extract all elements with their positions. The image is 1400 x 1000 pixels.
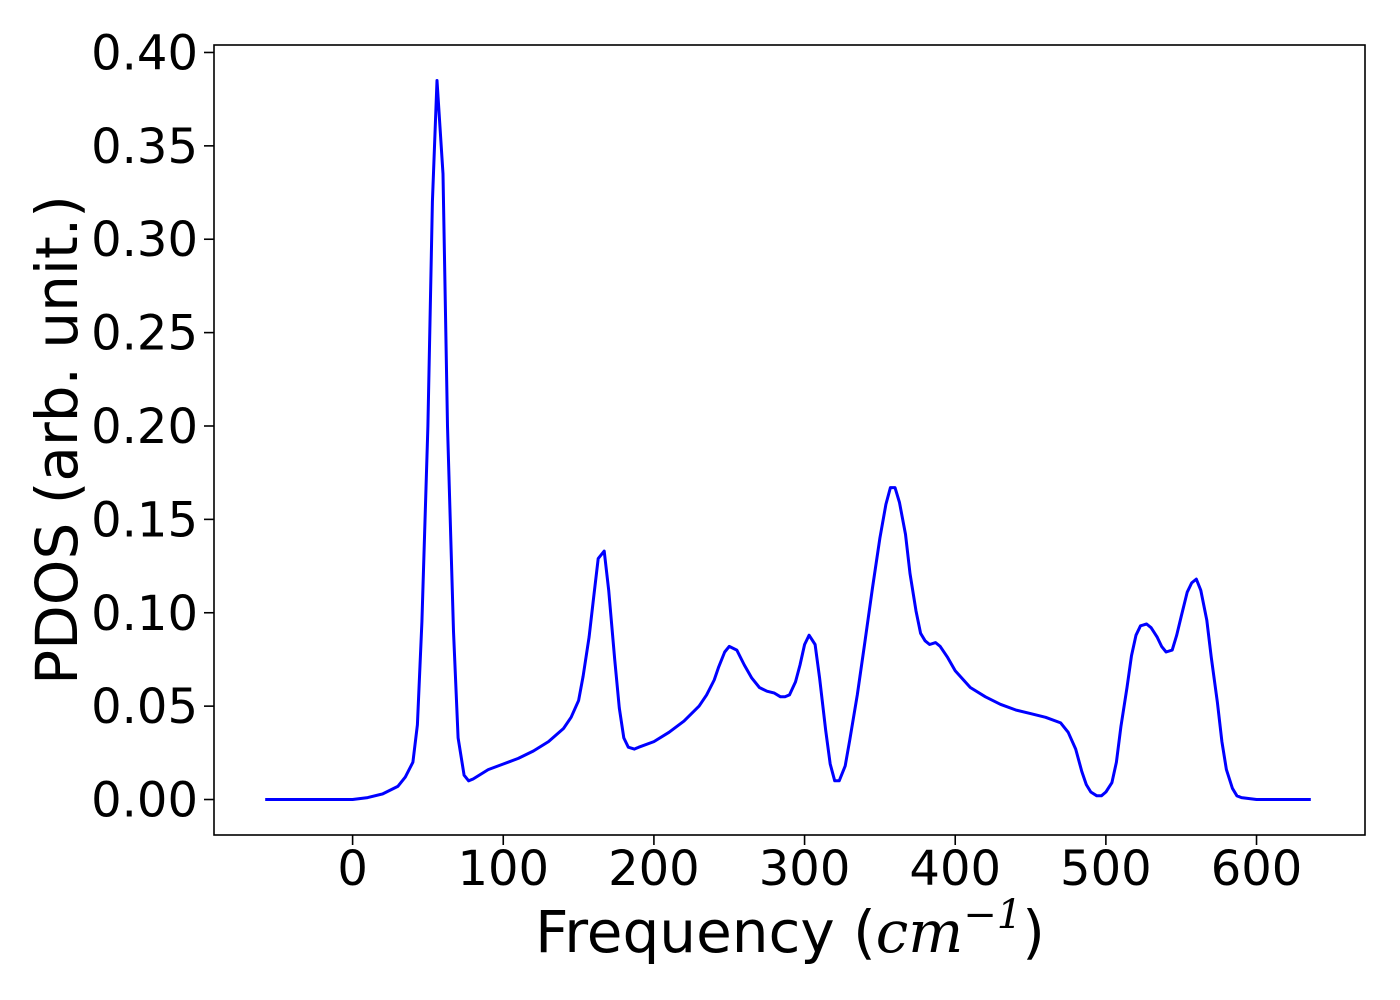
x-tick-label: 300 <box>759 841 851 897</box>
y-tick-label: 0.30 <box>91 212 198 268</box>
x-tick-label: 500 <box>1060 841 1152 897</box>
x-axis-ticks: 0 100 200 300 400 500 600 <box>337 835 1302 897</box>
y-tick-label: 0.10 <box>91 586 198 642</box>
x-axis-title: Frequency (cm−1) <box>535 892 1045 966</box>
x-axis-title-suffix: ) <box>1022 898 1045 966</box>
x-tick-label: 100 <box>457 841 549 897</box>
x-axis-title-exponent: −1 <box>963 892 1022 938</box>
y-tick-label: 0.00 <box>91 773 198 829</box>
y-tick-label: 0.25 <box>91 306 198 362</box>
x-axis-title-prefix: Frequency ( <box>535 898 876 966</box>
y-axis-ticks: 0.00 0.05 0.10 0.15 0.20 0.25 0.30 0.35 0.40 <box>91 25 214 829</box>
x-tick-label: 400 <box>909 841 1001 897</box>
y-tick-label: 0.40 <box>91 25 198 81</box>
series-line-0 <box>265 79 1311 801</box>
y-tick-label: 0.15 <box>91 492 198 548</box>
y-tick-label: 0.05 <box>91 679 198 735</box>
y-tick-label: 0.35 <box>91 119 198 175</box>
x-axis-title-unit: cm <box>876 898 963 966</box>
plot-frame <box>213 44 1366 836</box>
x-tick-label: 0 <box>337 841 368 897</box>
x-tick-label: 600 <box>1211 841 1303 897</box>
y-tick-label: 0.20 <box>91 399 198 455</box>
plot-line-layer <box>265 79 1311 801</box>
x-tick-label: 200 <box>608 841 700 897</box>
y-axis-title: PDOS (arb. unit.) <box>23 195 91 685</box>
